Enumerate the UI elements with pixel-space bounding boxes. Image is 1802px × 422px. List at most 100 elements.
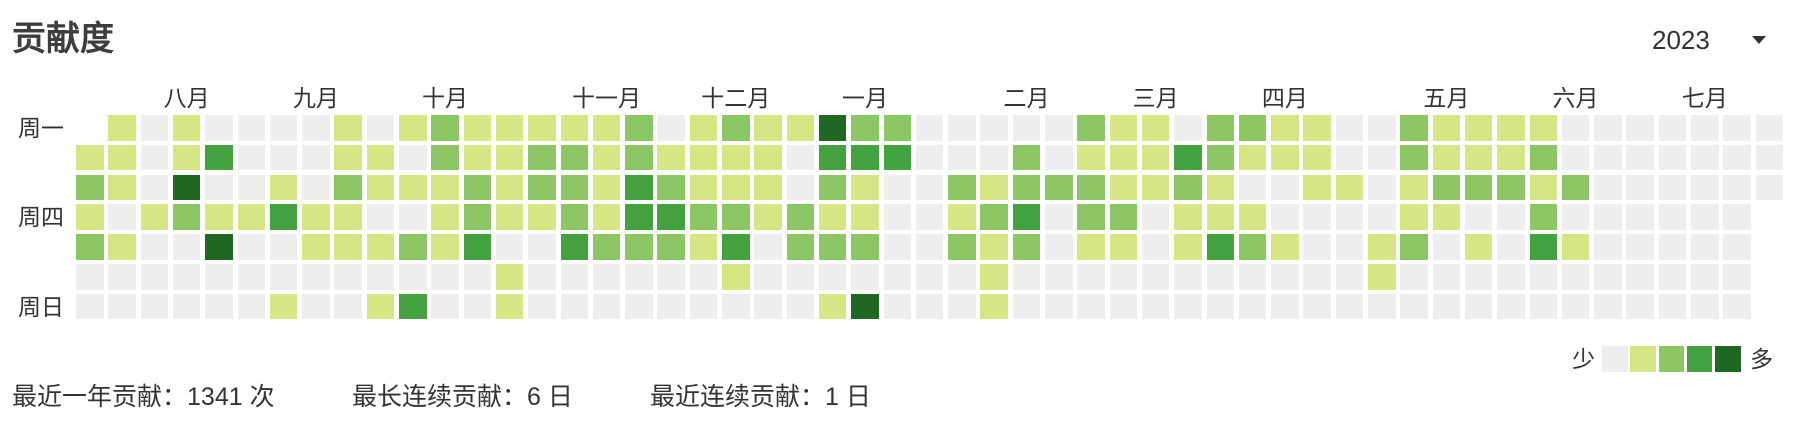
contribution-cell[interactable]	[528, 175, 556, 201]
contribution-cell[interactable]	[1497, 294, 1525, 320]
contribution-cell[interactable]	[593, 145, 621, 171]
contribution-cell[interactable]	[173, 175, 201, 201]
contribution-cell[interactable]	[1400, 264, 1428, 290]
contribution-cell[interactable]	[431, 115, 459, 141]
contribution-cell[interactable]	[141, 264, 169, 290]
contribution-cell[interactable]	[1659, 264, 1687, 290]
contribution-cell[interactable]	[76, 294, 104, 320]
contribution-cell[interactable]	[302, 175, 330, 201]
contribution-cell[interactable]	[1303, 204, 1331, 230]
contribution-cell[interactable]	[1433, 115, 1461, 141]
contribution-cell[interactable]	[851, 264, 879, 290]
contribution-cell[interactable]	[884, 264, 912, 290]
contribution-cell[interactable]	[1077, 115, 1105, 141]
contribution-cell[interactable]	[819, 264, 847, 290]
contribution-cell[interactable]	[1626, 264, 1654, 290]
contribution-cell[interactable]	[1077, 234, 1105, 260]
contribution-cell[interactable]	[980, 234, 1008, 260]
contribution-cell[interactable]	[948, 204, 976, 230]
contribution-cell[interactable]	[657, 234, 685, 260]
contribution-cell[interactable]	[561, 115, 589, 141]
contribution-cell[interactable]	[1271, 264, 1299, 290]
contribution-cell[interactable]	[399, 175, 427, 201]
contribution-cell[interactable]	[1239, 294, 1267, 320]
contribution-cell[interactable]	[1594, 294, 1622, 320]
contribution-cell[interactable]	[851, 115, 879, 141]
contribution-cell[interactable]	[1303, 234, 1331, 260]
contribution-cell[interactable]	[819, 234, 847, 260]
contribution-cell[interactable]	[1465, 175, 1493, 201]
contribution-cell[interactable]	[1142, 264, 1170, 290]
contribution-cell[interactable]	[1723, 234, 1751, 260]
contribution-cell[interactable]	[399, 234, 427, 260]
contribution-cell[interactable]	[657, 204, 685, 230]
contribution-cell[interactable]	[1110, 204, 1138, 230]
contribution-cell[interactable]	[528, 264, 556, 290]
contribution-cell[interactable]	[884, 145, 912, 171]
contribution-cell[interactable]	[980, 204, 1008, 230]
contribution-cell[interactable]	[1400, 145, 1428, 171]
contribution-cell[interactable]	[141, 204, 169, 230]
contribution-cell[interactable]	[1562, 204, 1590, 230]
contribution-cell[interactable]	[916, 234, 944, 260]
contribution-cell[interactable]	[1174, 294, 1202, 320]
contribution-cell[interactable]	[1594, 234, 1622, 260]
contribution-cell[interactable]	[1045, 145, 1073, 171]
contribution-cell[interactable]	[1626, 204, 1654, 230]
contribution-cell[interactable]	[1142, 204, 1170, 230]
contribution-cell[interactable]	[108, 175, 136, 201]
contribution-cell[interactable]	[1271, 234, 1299, 260]
contribution-cell[interactable]	[496, 175, 524, 201]
contribution-cell[interactable]	[690, 204, 718, 230]
contribution-cell[interactable]	[108, 294, 136, 320]
contribution-cell[interactable]	[1626, 115, 1654, 141]
contribution-cell[interactable]	[625, 204, 653, 230]
contribution-cell[interactable]	[1045, 204, 1073, 230]
contribution-cell[interactable]	[1433, 204, 1461, 230]
contribution-cell[interactable]	[205, 175, 233, 201]
contribution-cell[interactable]	[1077, 264, 1105, 290]
contribution-cell[interactable]	[916, 264, 944, 290]
contribution-cell[interactable]	[464, 175, 492, 201]
contribution-cell[interactable]	[1691, 175, 1719, 201]
contribution-cell[interactable]	[1465, 204, 1493, 230]
contribution-cell[interactable]	[1142, 115, 1170, 141]
contribution-cell[interactable]	[593, 234, 621, 260]
contribution-cell[interactable]	[1497, 115, 1525, 141]
contribution-cell[interactable]	[657, 175, 685, 201]
contribution-cell[interactable]	[367, 264, 395, 290]
contribution-cell[interactable]	[76, 175, 104, 201]
contribution-cell[interactable]	[1691, 115, 1719, 141]
contribution-cell[interactable]	[270, 234, 298, 260]
contribution-cell[interactable]	[399, 145, 427, 171]
contribution-cell[interactable]	[1723, 294, 1751, 320]
contribution-cell[interactable]	[690, 264, 718, 290]
contribution-cell[interactable]	[916, 204, 944, 230]
contribution-cell[interactable]	[1497, 264, 1525, 290]
contribution-cell[interactable]	[496, 204, 524, 230]
contribution-cell[interactable]	[1045, 294, 1073, 320]
contribution-cell[interactable]	[1142, 234, 1170, 260]
contribution-cell[interactable]	[1239, 204, 1267, 230]
contribution-cell[interactable]	[173, 115, 201, 141]
contribution-cell[interactable]	[76, 204, 104, 230]
contribution-cell[interactable]	[1303, 294, 1331, 320]
contribution-cell[interactable]	[302, 264, 330, 290]
contribution-cell[interactable]	[787, 115, 815, 141]
contribution-cell[interactable]	[948, 264, 976, 290]
contribution-cell[interactable]	[625, 234, 653, 260]
contribution-cell[interactable]	[528, 234, 556, 260]
contribution-cell[interactable]	[948, 294, 976, 320]
contribution-cell[interactable]	[657, 294, 685, 320]
contribution-cell[interactable]	[754, 294, 782, 320]
contribution-cell[interactable]	[496, 145, 524, 171]
contribution-cell[interactable]	[948, 175, 976, 201]
contribution-cell[interactable]	[1530, 234, 1558, 260]
contribution-cell[interactable]	[561, 175, 589, 201]
contribution-cell[interactable]	[561, 234, 589, 260]
contribution-cell[interactable]	[657, 264, 685, 290]
contribution-cell[interactable]	[722, 264, 750, 290]
contribution-cell[interactable]	[593, 294, 621, 320]
contribution-cell[interactable]	[1271, 145, 1299, 171]
contribution-cell[interactable]	[625, 264, 653, 290]
